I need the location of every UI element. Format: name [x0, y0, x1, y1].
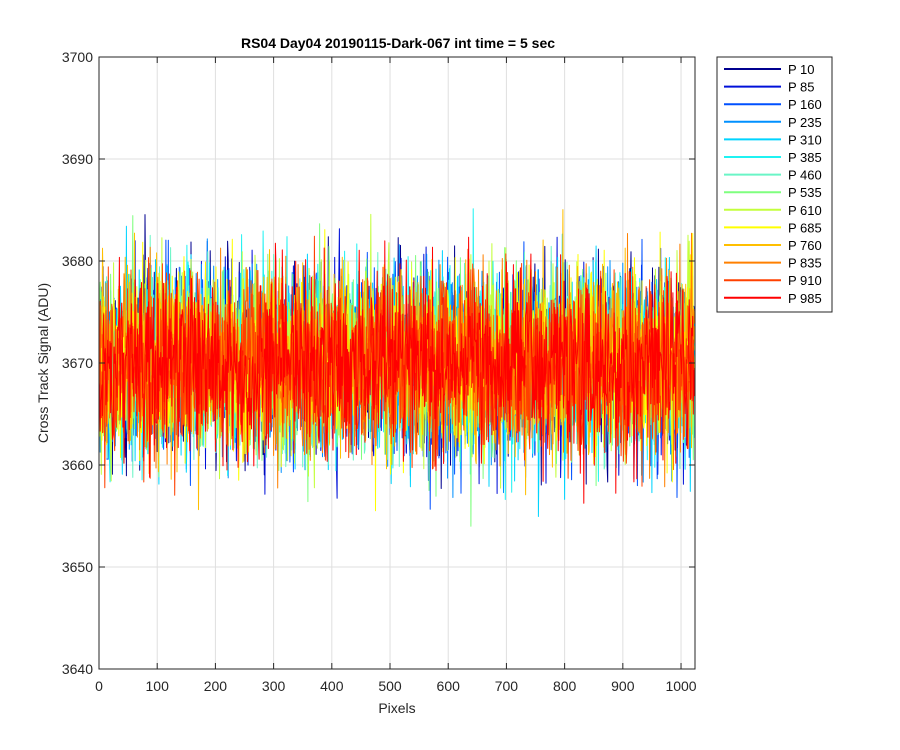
x-axis-label: Pixels — [378, 700, 415, 716]
series-line-p-985 — [98, 236, 695, 504]
x-tick-label: 1000 — [665, 678, 696, 694]
legend-entry-label: P 910 — [788, 273, 822, 288]
y-axis-label: Cross Track Signal (ADU) — [35, 283, 51, 443]
legend-entry-label: P 10 — [788, 62, 815, 77]
axis-ticks: 0 100 200 300 400 500 600 700 800 900 1000 3640 3650… — [62, 49, 697, 694]
legend-entry-label: P 610 — [788, 203, 822, 218]
legend-entry-label: P 460 — [788, 168, 822, 183]
legend-entry-label: P 85 — [788, 80, 815, 95]
x-tick-label: 400 — [320, 678, 344, 694]
y-tick-label: 3640 — [62, 661, 93, 677]
chart-title: RS04 Day04 20190115-Dark-067 int time = … — [241, 35, 555, 51]
legend: P 10 P 85 P 160 P 235 P 310 P 385 P 460 P 535 P … — [716, 56, 833, 313]
legend-entry-label: P 160 — [788, 97, 822, 112]
y-tick-label: 3680 — [62, 253, 93, 269]
y-tick-label: 3670 — [62, 355, 93, 371]
series-lines — [98, 208, 695, 527]
y-tick-label: 3650 — [62, 559, 93, 575]
x-tick-label: 0 — [95, 678, 103, 694]
legend-entry-label: P 760 — [788, 238, 822, 253]
x-tick-label: 300 — [262, 678, 286, 694]
x-tick-label: 200 — [204, 678, 228, 694]
legend-entry-label: P 985 — [788, 291, 822, 306]
legend-entry-label: P 385 — [788, 150, 822, 165]
legend-entry-label: P 685 — [788, 220, 822, 235]
legend-entry-label: P 235 — [788, 115, 822, 130]
legend-box — [716, 56, 833, 313]
legend-entry-label: P 310 — [788, 132, 822, 147]
x-tick-label: 100 — [146, 678, 170, 694]
x-tick-label: 900 — [611, 678, 635, 694]
y-tick-label: 3700 — [62, 49, 93, 65]
x-tick-label: 800 — [553, 678, 577, 694]
legend-entry-label: P 535 — [788, 185, 822, 200]
legend-entry-label: P 835 — [788, 256, 822, 271]
x-tick-label: 700 — [495, 678, 519, 694]
y-tick-label: 3690 — [62, 151, 93, 167]
x-tick-label: 600 — [437, 678, 461, 694]
x-tick-label: 500 — [378, 678, 402, 694]
y-tick-label: 3660 — [62, 457, 93, 473]
